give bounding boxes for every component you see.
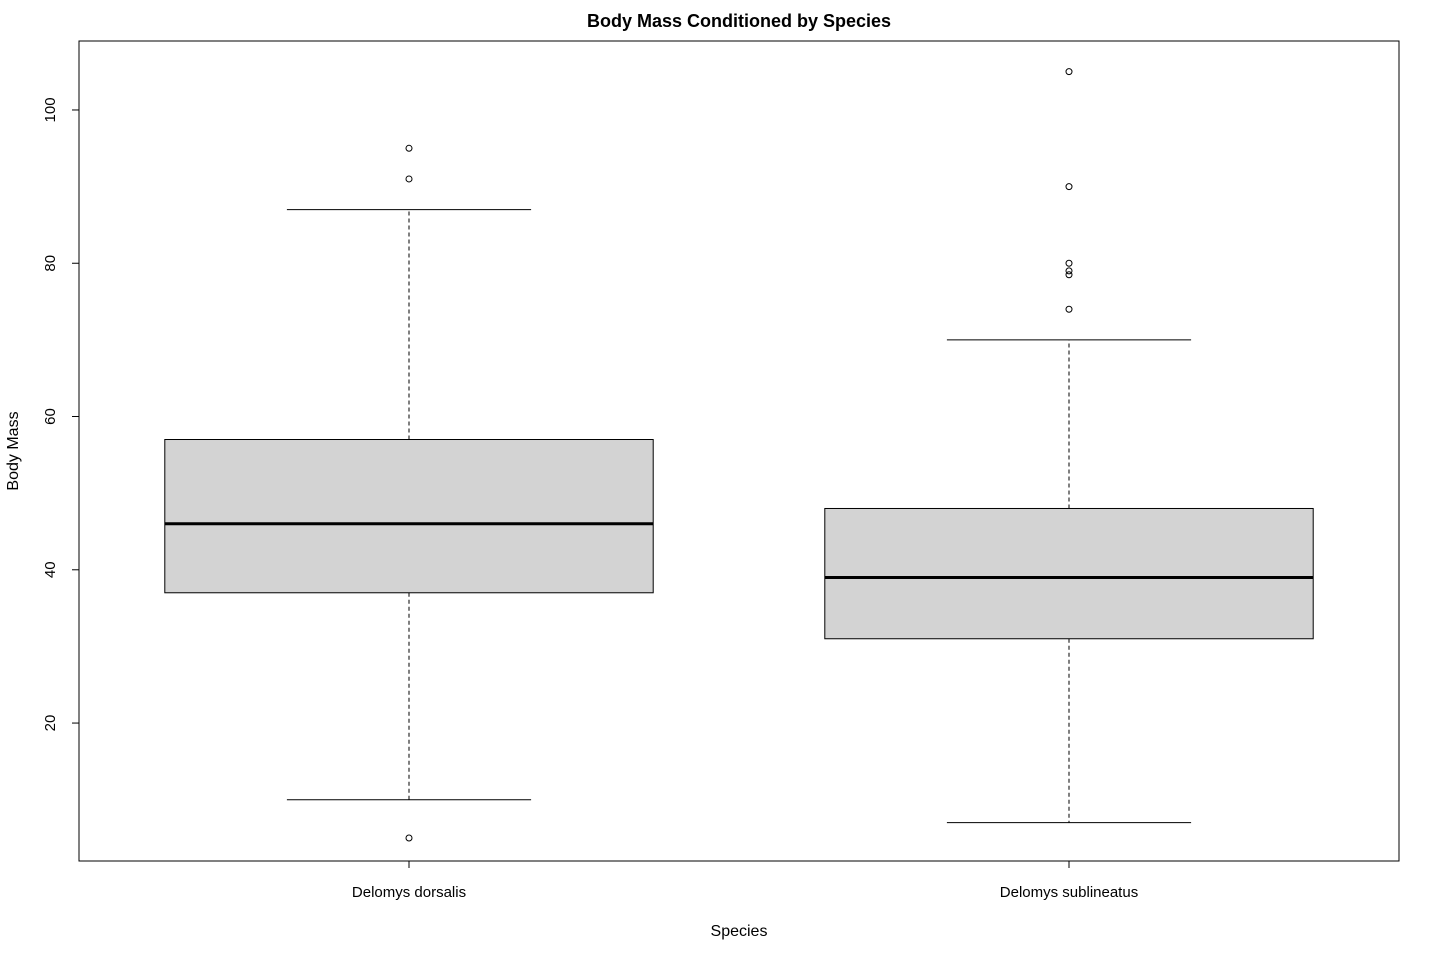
y-tick-label: 40	[42, 561, 59, 578]
x-tick-label: Delomys sublineatus	[1000, 884, 1138, 901]
y-tick-label: 20	[42, 715, 59, 732]
outlier-point	[1065, 305, 1073, 313]
boxes-group	[164, 68, 1314, 842]
x-tick-label: Delomys dorsalis	[352, 884, 466, 901]
y-axis: 20 40 60 80 100	[42, 97, 80, 732]
box-group	[824, 68, 1314, 824]
y-tick-label: 100	[42, 97, 59, 122]
outlier-point	[405, 175, 413, 183]
y-tick-label: 80	[42, 255, 59, 272]
outlier-point	[1065, 68, 1073, 76]
x-axis: Delomys dorsalis Delomys sublineatus	[352, 861, 1138, 901]
outlier-point	[1065, 267, 1073, 275]
y-tick-label: 60	[42, 408, 59, 425]
outlier-point	[405, 144, 413, 152]
outlier-point	[1065, 259, 1073, 267]
outlier-point	[1065, 183, 1073, 191]
iqr-box	[164, 439, 654, 594]
outlier-point	[405, 834, 413, 842]
outlier-point	[1065, 271, 1073, 279]
box-group	[164, 144, 654, 842]
iqr-box	[824, 507, 1314, 640]
y-axis-label: Body Mass	[5, 411, 22, 490]
chart-title: Body Mass Conditioned by Species	[587, 11, 891, 31]
x-axis-label: Species	[711, 923, 768, 940]
